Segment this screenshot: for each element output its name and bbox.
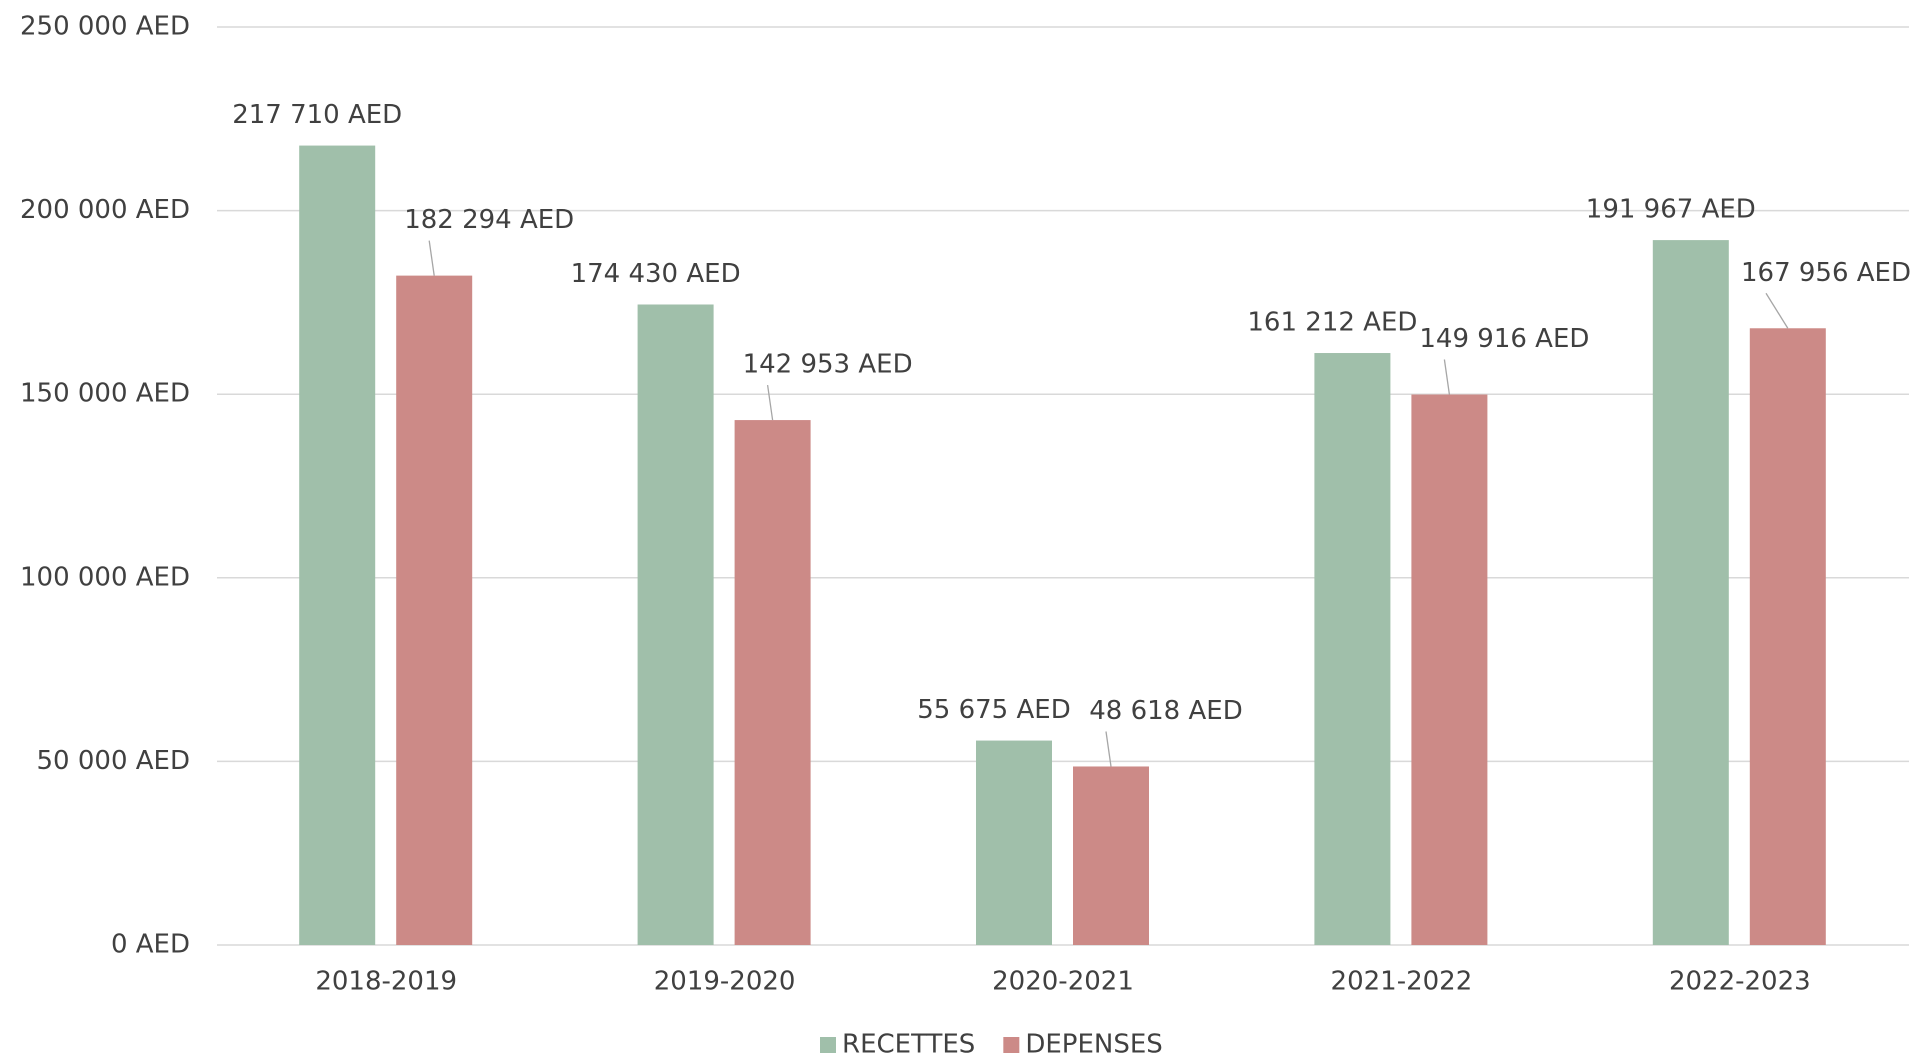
bar — [734, 420, 811, 945]
bar — [1749, 328, 1826, 945]
data-label: 55 675 AED — [917, 695, 1070, 725]
bar — [976, 740, 1052, 945]
bar — [1073, 766, 1149, 945]
data-label: 167 956 AED — [1741, 258, 1911, 288]
y-tick-label: 0 AED — [111, 930, 190, 960]
leader-line — [428, 240, 435, 276]
y-tick-label: 50 000 AED — [37, 746, 190, 776]
x-tick-label: 2020-2021 — [992, 967, 1134, 997]
data-label: 174 430 AED — [571, 259, 741, 289]
x-tick-label: 2018-2019 — [315, 967, 457, 997]
leader-line — [1443, 359, 1451, 395]
y-tick-label: 100 000 AED — [20, 562, 190, 592]
legend-swatch — [820, 1037, 836, 1053]
x-tick-label: 2022-2023 — [1669, 967, 1811, 997]
bar — [396, 275, 473, 945]
data-label: 149 916 AED — [1419, 324, 1589, 354]
y-tick-label: 250 000 AED — [20, 12, 190, 42]
x-tick-label: 2019-2020 — [654, 967, 796, 997]
data-label: 191 967 AED — [1586, 195, 1756, 225]
y-tick-label: 200 000 AED — [20, 195, 190, 225]
bar — [1314, 353, 1391, 945]
legend-label: DEPENSES — [1025, 1030, 1162, 1059]
bar — [299, 145, 376, 946]
bar — [637, 304, 714, 945]
leader-line — [766, 384, 774, 421]
bar — [1652, 240, 1729, 946]
data-label: 161 212 AED — [1247, 308, 1417, 338]
y-tick-label: 150 000 AED — [20, 379, 190, 409]
leader-line — [1765, 292, 1789, 329]
legend-label: RECETTES — [842, 1030, 975, 1059]
bar — [1411, 394, 1488, 946]
legend-swatch — [1003, 1037, 1020, 1053]
data-label: 48 618 AED — [1089, 696, 1242, 726]
x-tick-label: 2021-2022 — [1331, 967, 1473, 997]
data-label: 142 953 AED — [743, 350, 913, 380]
data-label: 217 710 AED — [232, 100, 402, 130]
data-label: 182 294 AED — [404, 205, 574, 235]
leader-line — [1105, 731, 1112, 767]
